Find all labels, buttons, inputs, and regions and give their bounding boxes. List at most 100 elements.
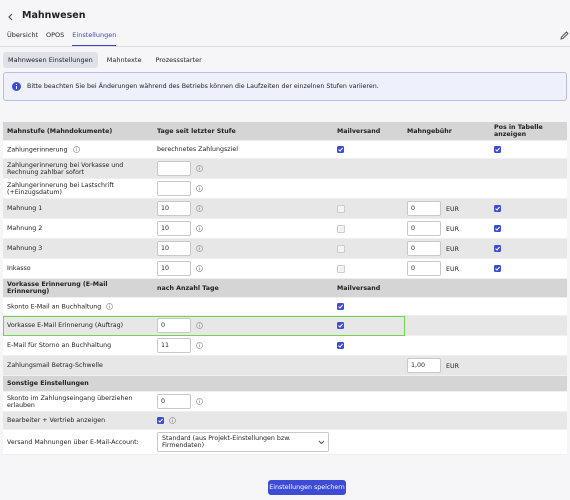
fee-cell [403, 178, 490, 199]
checkbox[interactable] [337, 341, 344, 349]
header-cell: Vorkasse Erinnerung (E-Mail Erinnerung) [3, 278, 153, 298]
mail-cell [333, 391, 403, 412]
label-cell: Vorkasse E-Mail Erinnerung (Auftrag) [3, 315, 153, 336]
dropdown[interactable]: Standard (aus Projekt-Einstellungen bzw.… [157, 432, 329, 452]
tab[interactable]: OPOS [46, 31, 65, 39]
sub-tab[interactable]: Mahntexte [106, 56, 142, 64]
tab[interactable]: Übersicht [7, 31, 38, 39]
checkbox[interactable] [337, 244, 345, 253]
header-cell: Pos in Tabelle anzeigen [490, 122, 567, 141]
label-cell: Mahnung 1 [3, 198, 153, 219]
sub-tab[interactable]: Mahnwesen Einstellungen [3, 52, 98, 68]
row-label: Mahnung 1 [7, 205, 43, 212]
number-input[interactable] [157, 161, 191, 176]
info-icon [196, 342, 203, 349]
value-cell: Standard (aus Projekt-Einstellungen bzw.… [153, 429, 333, 455]
fee-input[interactable]: 0 [407, 261, 441, 276]
fee-cell [403, 297, 490, 316]
table-row: Vorkasse E-Mail Erinnerung (Auftrag) 0 [3, 315, 567, 336]
checkbox[interactable] [494, 264, 501, 272]
sub-tab[interactable]: Prozessstarter [155, 56, 202, 64]
fee-input[interactable]: 0 [407, 201, 441, 216]
value-text: berechnetes Zahlungsziel [157, 146, 238, 153]
save-button[interactable]: Einstellungen speichern [268, 480, 346, 495]
checkbox[interactable] [337, 204, 345, 213]
number-input[interactable]: 0 [157, 394, 191, 409]
checkbox[interactable] [337, 302, 344, 310]
row-label: Versand Mahnungen über E-Mail-Account: [7, 438, 139, 446]
page-title: Mahnwesen [22, 10, 86, 21]
section-header: Mahnstufe (Mahndokumente) Tage seit letzt… [3, 122, 567, 141]
checkbox[interactable] [337, 321, 344, 329]
checkbox[interactable] [494, 204, 501, 212]
number-input[interactable]: 10 [157, 221, 191, 236]
info-icon [196, 322, 203, 329]
label-cell: Mahnung 2 [3, 218, 153, 239]
fee-cell [403, 411, 490, 430]
checkbox[interactable] [494, 145, 501, 153]
mail-cell [333, 429, 403, 455]
row-label: E-Mail für Storno an Buchhaltung [7, 342, 112, 349]
checkbox[interactable] [337, 224, 345, 233]
pos-cell [490, 258, 567, 279]
info-icon [196, 225, 203, 232]
table-row: Zahlungsmail Betrag-Schwelle 1,00 EUR [3, 355, 567, 376]
header-cell [403, 375, 490, 392]
fee-input[interactable]: 1,00 [407, 358, 441, 373]
pos-cell [490, 391, 567, 412]
label-cell: Zahlungerinnerung bei Vorkasse und Rechn… [3, 158, 153, 179]
row-label: Bearbeiter + Vertrieb anzeigen [7, 417, 106, 424]
checkbox[interactable] [337, 145, 344, 153]
table-row: Zahlungerinnerung bei Lastschrift (+Einz… [3, 178, 567, 199]
number-input[interactable]: 10 [157, 201, 191, 216]
row-label: Zahlungerinnerung [7, 146, 68, 154]
info-icon [106, 302, 114, 310]
number-input[interactable]: 10 [157, 261, 191, 276]
pos-cell [490, 297, 567, 316]
info-icon [169, 416, 176, 424]
edit-icon[interactable] [560, 31, 569, 40]
number-input[interactable]: 10 [157, 241, 191, 256]
value-cell: 10 [153, 258, 333, 279]
sub-tabs: Mahnwesen Einstellungen Mahntexte Prozesss… [3, 52, 207, 68]
value-cell [153, 411, 333, 430]
tab[interactable]: Einstellungen [72, 31, 117, 46]
checkbox[interactable] [494, 224, 501, 232]
fee-cell [403, 391, 490, 412]
label-cell: Bearbeiter + Vertrieb anzeigen [3, 411, 153, 430]
label-cell: Inkasso [3, 258, 153, 279]
info-icon [196, 265, 203, 272]
header-cell [153, 375, 333, 392]
row-label: Mahnung 2 [7, 225, 43, 232]
fee-input[interactable]: 0 [407, 221, 441, 236]
fee-cell [403, 158, 490, 179]
value-cell [153, 178, 333, 199]
pos-cell [490, 140, 567, 159]
number-input[interactable]: 11 [157, 338, 191, 353]
check-mark [338, 343, 343, 348]
row-label: Mahnung 3 [7, 245, 43, 252]
check-mark [338, 304, 343, 309]
pos-cell [490, 429, 567, 455]
pos-cell [490, 238, 567, 259]
number-input[interactable]: 0 [157, 318, 191, 333]
number-input[interactable] [157, 181, 191, 196]
table-row: Mahnung 1 10 0 EUR [3, 198, 567, 219]
checkbox[interactable] [494, 244, 501, 252]
value-cell: 11 [153, 335, 333, 356]
table-row: Zahlungerinnerung bei Vorkasse und Rechn… [3, 158, 567, 179]
checkbox[interactable] [157, 416, 164, 424]
pos-cell [490, 355, 567, 376]
checkbox[interactable] [337, 264, 345, 273]
fee-cell [403, 335, 490, 356]
check-mark [338, 323, 343, 328]
back-button[interactable] [7, 12, 15, 22]
label-cell: Skonto E-Mail an Buchhaltung [3, 297, 153, 316]
value-cell: berechnetes Zahlungsziel [153, 140, 333, 159]
value-cell: 0 [153, 315, 333, 336]
info-banner: Bitte beachten Sie bei Änderungen währen… [3, 72, 567, 101]
fee-input[interactable]: 0 [407, 241, 441, 256]
label-cell: Zahlungerinnerung bei Lastschrift (+Einz… [3, 178, 153, 199]
